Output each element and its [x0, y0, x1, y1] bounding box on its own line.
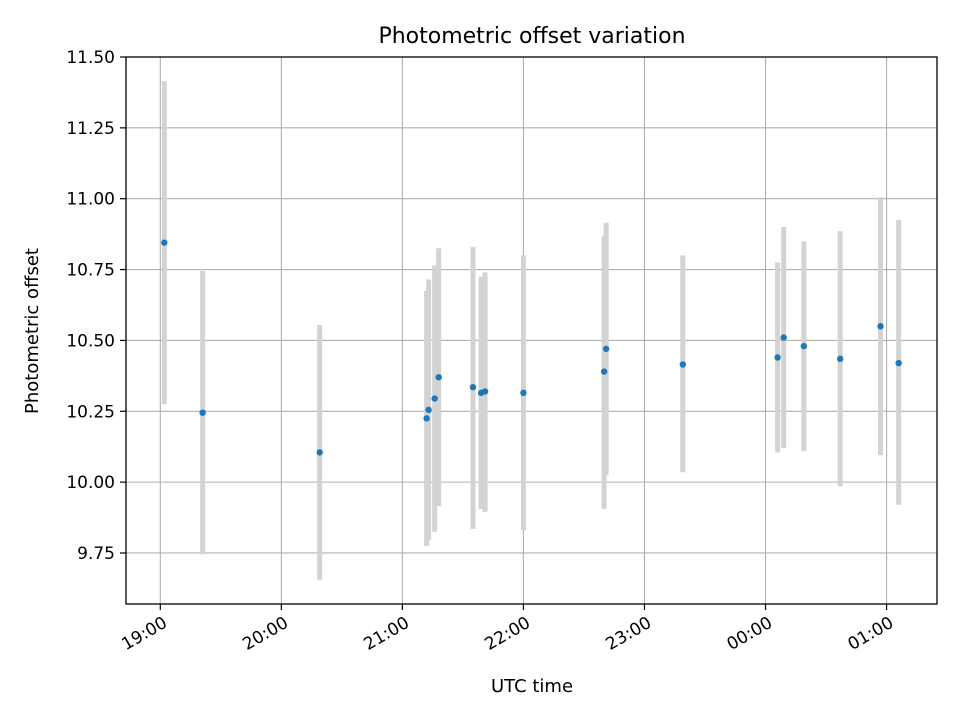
data-point	[469, 383, 477, 391]
data-point	[780, 334, 787, 341]
data-point	[600, 368, 608, 375]
data-point	[431, 395, 438, 402]
y-tick-label: 10.75	[66, 261, 115, 281]
data-point	[435, 374, 442, 381]
y-axis: 9.75 10.00 10.25 10.50 10.75 11.00 11.25 11.50	[66, 48, 126, 564]
data-point	[161, 239, 168, 246]
data-point	[425, 406, 432, 414]
data-point	[800, 342, 808, 350]
data-point	[316, 449, 323, 456]
y-axis-label: Photometric offset	[22, 248, 43, 414]
data-point	[774, 354, 781, 361]
y-tick-label: 11.50	[66, 48, 115, 68]
data-point	[877, 323, 884, 330]
data-point	[679, 361, 687, 368]
y-tick-label: 11.00	[66, 190, 115, 210]
y-tick-label: 9.75	[77, 544, 115, 564]
data-point	[836, 355, 844, 363]
data-points	[161, 239, 902, 456]
y-tick-label: 11.25	[66, 119, 115, 139]
data-point	[895, 359, 902, 367]
data-point	[199, 409, 206, 416]
y-tick-label: 10.25	[66, 402, 115, 422]
y-tick-label: 10.00	[66, 473, 115, 493]
chart-title: Photometric offset variation	[378, 24, 685, 49]
data-point	[423, 415, 430, 422]
plot-frame	[125, 56, 938, 605]
x-axis-label: UTC time	[491, 676, 573, 697]
data-point	[602, 345, 610, 353]
y-tick-label: 10.50	[66, 331, 115, 351]
data-point	[481, 388, 489, 395]
data-point	[520, 389, 527, 397]
